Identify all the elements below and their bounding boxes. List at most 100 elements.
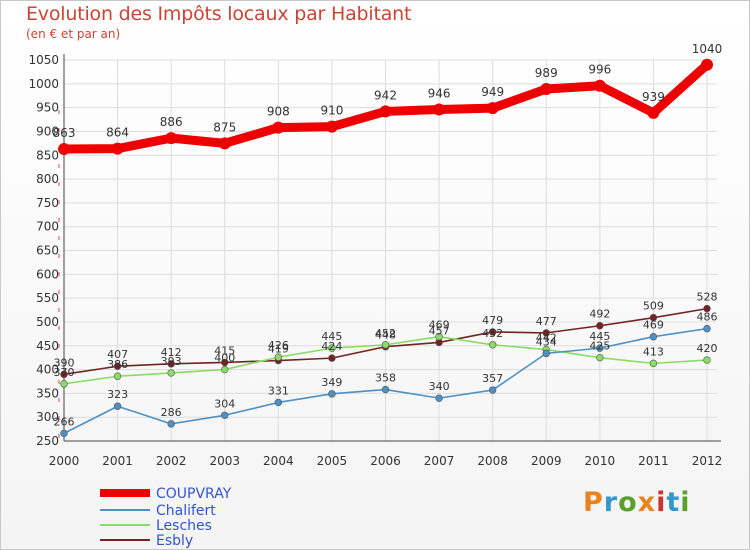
legend-label-coupvray: COUPVRAY bbox=[156, 486, 232, 502]
x-tick-label: 2003 bbox=[209, 454, 240, 468]
data-point bbox=[272, 121, 285, 134]
data-point bbox=[60, 370, 68, 379]
x-tick-label: 2011 bbox=[638, 454, 669, 468]
data-label: 528 bbox=[697, 291, 718, 304]
data-label: 452 bbox=[482, 327, 503, 340]
data-label: 331 bbox=[268, 384, 289, 397]
y-tick-label: 550 bbox=[36, 291, 59, 305]
data-point bbox=[701, 58, 713, 71]
data-point bbox=[274, 398, 283, 407]
y-tick-label: 650 bbox=[36, 244, 59, 258]
data-label: 390 bbox=[54, 356, 75, 369]
data-point bbox=[113, 402, 122, 410]
data-label: 448 bbox=[375, 329, 396, 342]
y-tick-label: 400 bbox=[36, 363, 59, 377]
data-label: 407 bbox=[107, 348, 128, 361]
data-label: 469 bbox=[429, 319, 450, 332]
data-label: 908 bbox=[267, 105, 290, 119]
data-label: 864 bbox=[106, 126, 129, 140]
data-point bbox=[540, 83, 553, 96]
logo-letter: P bbox=[583, 487, 604, 518]
y-tick-label: 450 bbox=[36, 339, 59, 353]
y-tick-label: 500 bbox=[36, 315, 59, 329]
x-tick-label: 2008 bbox=[477, 454, 508, 468]
data-label: 425 bbox=[589, 340, 610, 353]
data-label: 412 bbox=[161, 346, 182, 359]
data-label: 349 bbox=[321, 376, 342, 389]
logo-letter: t bbox=[666, 487, 681, 518]
data-point bbox=[221, 358, 229, 367]
data-label: 323 bbox=[107, 388, 128, 401]
data-point bbox=[488, 328, 497, 336]
data-point bbox=[435, 394, 443, 402]
data-label: 477 bbox=[536, 315, 557, 328]
y-tick-label: 900 bbox=[36, 124, 59, 138]
data-label: 863 bbox=[53, 126, 76, 140]
data-label: 509 bbox=[643, 300, 664, 313]
data-label: 415 bbox=[214, 344, 235, 357]
chart-title: Evolution des Impôts locaux par Habitant bbox=[26, 3, 412, 25]
data-label: 434 bbox=[536, 335, 557, 348]
data-point bbox=[58, 143, 70, 156]
data-point bbox=[435, 333, 443, 341]
x-tick-label: 2002 bbox=[156, 454, 187, 468]
data-label: 426 bbox=[268, 339, 289, 352]
legend-label-chalifert: Chalifert bbox=[156, 503, 216, 519]
data-point bbox=[167, 360, 175, 368]
legend-label-esbly: Esbly bbox=[156, 533, 193, 549]
data-point bbox=[488, 386, 497, 394]
data-point bbox=[703, 304, 711, 313]
data-point bbox=[649, 359, 658, 368]
data-label: 486 bbox=[697, 311, 718, 324]
data-point bbox=[542, 329, 550, 337]
data-label: 420 bbox=[697, 342, 718, 355]
logo-letter: i bbox=[680, 487, 691, 518]
data-label: 492 bbox=[589, 308, 610, 321]
y-tick-label: 1050 bbox=[28, 53, 59, 67]
data-label: 479 bbox=[482, 314, 503, 327]
data-point bbox=[221, 365, 229, 374]
data-point bbox=[328, 390, 336, 398]
proxiti-logo: Proxiti bbox=[583, 487, 691, 518]
data-point bbox=[111, 142, 124, 155]
data-label: 419 bbox=[268, 343, 289, 356]
data-point bbox=[703, 324, 711, 333]
y-tick-label: 750 bbox=[36, 196, 59, 210]
data-point bbox=[596, 353, 604, 362]
y-tick-label: 800 bbox=[36, 172, 59, 186]
data-label: 875 bbox=[213, 120, 236, 134]
data-label: 946 bbox=[428, 87, 451, 101]
data-label: 942 bbox=[374, 88, 397, 102]
y-tick-label: 1000 bbox=[28, 77, 59, 91]
data-point bbox=[328, 354, 336, 362]
data-point bbox=[274, 353, 283, 361]
data-point bbox=[593, 79, 606, 92]
data-point bbox=[381, 341, 390, 349]
data-point bbox=[218, 137, 231, 150]
data-label: 386 bbox=[107, 358, 128, 371]
data-label: 266 bbox=[54, 415, 75, 428]
data-label: 400 bbox=[214, 352, 235, 365]
logo-letter: o bbox=[618, 487, 638, 518]
data-label: 442 bbox=[536, 332, 557, 345]
data-point bbox=[703, 356, 711, 364]
data-point bbox=[167, 420, 175, 428]
x-tick-label: 2006 bbox=[370, 454, 401, 468]
data-label: 452 bbox=[375, 327, 396, 340]
x-tick-label: 2000 bbox=[49, 454, 80, 468]
data-label: 358 bbox=[375, 372, 396, 385]
legend-label-lesches: Lesches bbox=[156, 518, 212, 534]
data-label: 469 bbox=[643, 319, 664, 332]
data-point bbox=[60, 380, 68, 388]
data-label: 445 bbox=[589, 330, 610, 343]
data-label: 413 bbox=[643, 345, 664, 358]
data-point bbox=[381, 385, 390, 394]
y-tick-label: 600 bbox=[36, 267, 59, 281]
data-label: 457 bbox=[429, 324, 450, 337]
data-label: 424 bbox=[321, 340, 342, 353]
data-point bbox=[488, 341, 497, 349]
y-tick-label: 350 bbox=[36, 386, 59, 400]
y-tick-label: 700 bbox=[36, 220, 59, 234]
